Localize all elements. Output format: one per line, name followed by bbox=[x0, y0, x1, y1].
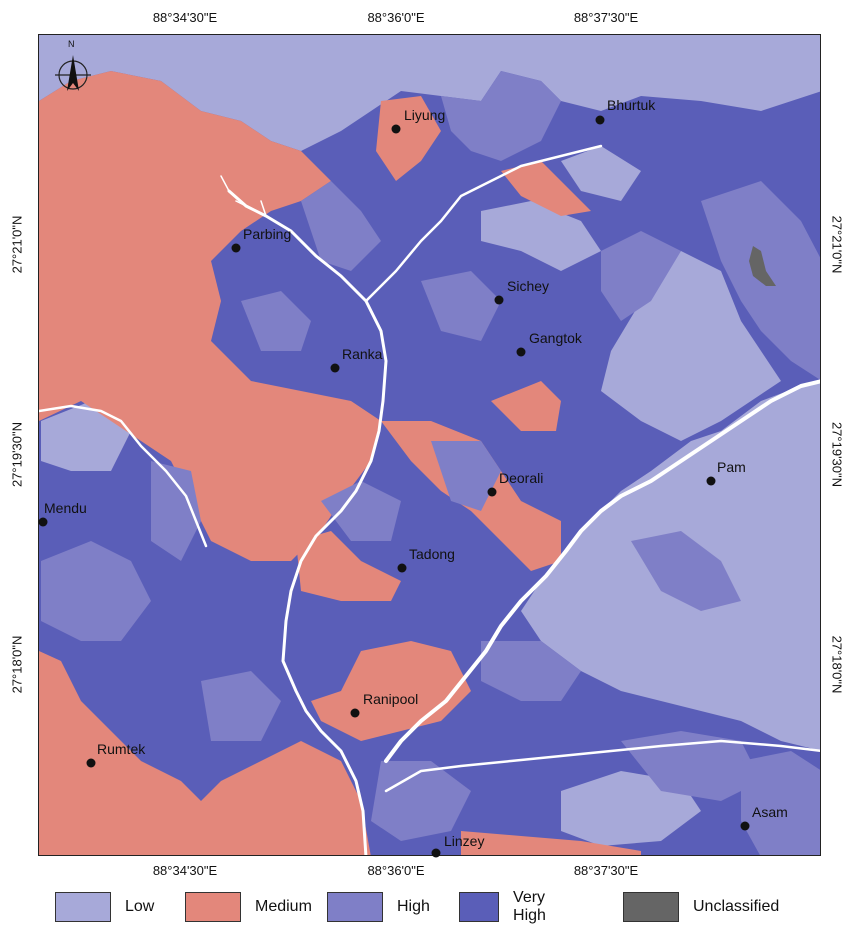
left-tick-1: 27°21'0"N bbox=[9, 215, 25, 274]
river-south bbox=[384, 739, 820, 793]
zone-high-10 bbox=[631, 531, 741, 611]
legend-swatch-unclassified bbox=[623, 892, 679, 922]
top-tick-2: 88°36'0"E bbox=[367, 10, 425, 25]
bottom-tick-1: 88°34'30"E bbox=[152, 863, 218, 878]
river-main-north bbox=[227, 189, 388, 855]
legend-item-unclassified: Unclassified bbox=[623, 890, 779, 924]
zone-medium-northwest bbox=[39, 71, 381, 561]
zone-high-6 bbox=[431, 441, 501, 511]
legend-label-unclassified: Unclassified bbox=[693, 898, 780, 915]
zone-high-12 bbox=[371, 761, 471, 841]
legend-item-medium: Medium bbox=[185, 890, 312, 924]
bottom-tick-3: 88°37'30"E bbox=[573, 863, 639, 878]
zone-low-mid bbox=[481, 201, 601, 271]
right-tick-1: 27°21'0"N bbox=[829, 215, 845, 274]
zone-medium-bhurtuk-south bbox=[501, 161, 591, 216]
zone-high-9 bbox=[151, 461, 201, 561]
zone-high-8 bbox=[41, 541, 151, 641]
zone-high-2 bbox=[601, 231, 681, 321]
zone-medium-rumtek bbox=[39, 651, 371, 855]
zone-high-13 bbox=[621, 731, 761, 801]
zone-medium-liyung bbox=[376, 96, 441, 181]
river-headwater-1 bbox=[220, 175, 267, 217]
river-tributary-north bbox=[364, 144, 603, 303]
zone-medium-linzey bbox=[461, 831, 641, 855]
top-tick-3: 88°37'30"E bbox=[573, 10, 639, 25]
rivers bbox=[39, 144, 820, 855]
zone-high-4 bbox=[301, 181, 381, 271]
zone-unclassified bbox=[749, 246, 776, 286]
north-label: N bbox=[68, 39, 75, 49]
legend-swatch-medium bbox=[185, 892, 241, 922]
zone-high-7 bbox=[321, 481, 401, 541]
river-tributary-west bbox=[39, 404, 208, 548]
zone-high-15 bbox=[741, 751, 820, 855]
zone-low-top bbox=[39, 35, 820, 151]
legend-swatch-low bbox=[55, 892, 111, 922]
left-tick-3: 27°18'0"N bbox=[9, 635, 25, 694]
zone-high-1 bbox=[441, 71, 561, 161]
legend-label-medium: Medium bbox=[255, 898, 312, 915]
river-teesta-east bbox=[384, 379, 820, 763]
north-arrow-icon bbox=[55, 55, 91, 91]
left-tick-2: 27°19'30"N bbox=[9, 421, 25, 488]
zone-medium-gangtok-east bbox=[491, 381, 561, 431]
legend-swatch-high bbox=[327, 892, 383, 922]
zone-high-11 bbox=[481, 641, 581, 701]
legend-item-very-high: Very High bbox=[459, 889, 562, 924]
right-tick-2: 27°19'30"N bbox=[829, 421, 845, 488]
risk-map bbox=[39, 35, 820, 855]
legend-swatch-very-high bbox=[459, 892, 500, 922]
legend-label-high: High bbox=[397, 898, 430, 915]
bottom-tick-2: 88°36'0"E bbox=[367, 863, 425, 878]
map-frame: N bbox=[38, 34, 821, 856]
legend-item-high: High bbox=[327, 890, 430, 924]
right-tick-3: 27°18'0"N bbox=[829, 635, 845, 694]
north-arrow: N bbox=[50, 39, 96, 97]
zone-medium-tadong bbox=[296, 531, 401, 601]
zone-low-se bbox=[561, 146, 641, 201]
zone-high-14 bbox=[201, 671, 281, 741]
zone-high-16 bbox=[421, 271, 501, 341]
top-tick-1: 88°34'30"E bbox=[152, 10, 218, 25]
legend-label-low: Low bbox=[125, 898, 155, 915]
zone-high-5 bbox=[241, 291, 311, 351]
legend-item-low: Low bbox=[55, 890, 154, 924]
legend-label-very-high: Very High bbox=[513, 889, 546, 924]
